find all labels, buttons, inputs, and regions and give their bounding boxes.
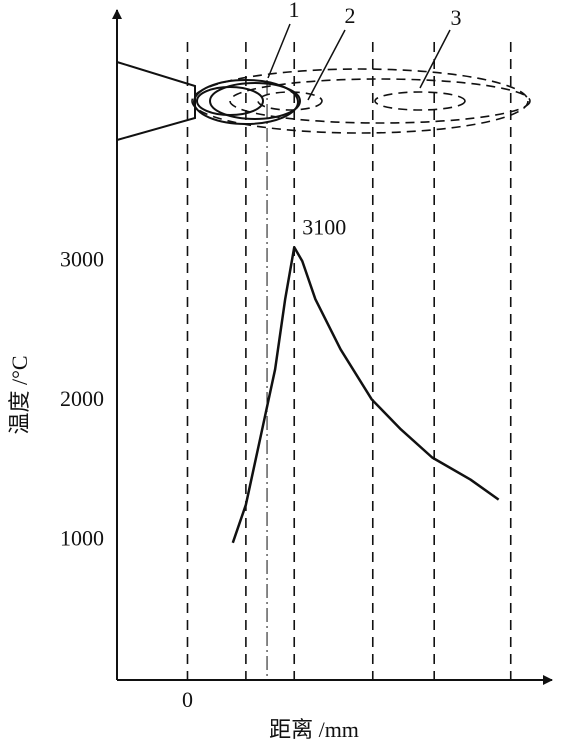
flame-diagram: 1 2 3 xyxy=(116,0,531,142)
leader-line xyxy=(307,29,346,101)
inner-flame xyxy=(257,91,323,111)
annotation: 3 xyxy=(451,5,462,30)
inner-flame xyxy=(209,82,301,120)
leader-line xyxy=(419,29,451,89)
y-tick-label: 1000 xyxy=(60,525,104,550)
outer-flame xyxy=(191,68,529,134)
nozzle xyxy=(116,60,196,142)
x-tick-label: 0 xyxy=(182,687,193,712)
y-tick-label: 3000 xyxy=(60,246,104,271)
annotation: 1 xyxy=(289,0,300,22)
outer-flame xyxy=(374,91,466,111)
temperature-line xyxy=(231,246,500,544)
x-axis-label: 距离 /mm xyxy=(269,717,359,742)
y-axis-label: 温度 /°C xyxy=(7,355,32,434)
outer-flame xyxy=(229,78,531,124)
y-tick-label: 2000 xyxy=(60,386,104,411)
annotation: 2 xyxy=(345,3,356,28)
peak-label: 3100 xyxy=(302,214,346,239)
flame-core xyxy=(196,86,264,116)
leader-line xyxy=(267,23,291,79)
